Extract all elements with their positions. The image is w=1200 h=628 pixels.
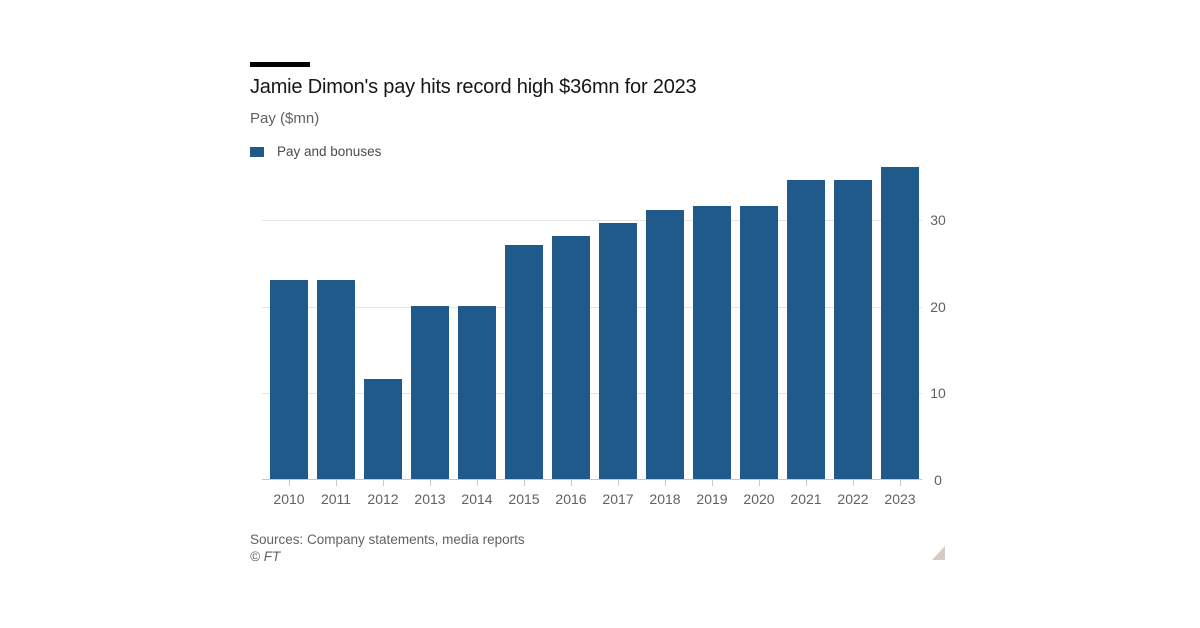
chart-subtitle: Pay ($mn) — [250, 110, 320, 127]
x-tick-2015 — [524, 480, 525, 486]
x-tick-2023 — [900, 480, 901, 486]
x-tick-2018 — [665, 480, 666, 486]
bar-2016 — [552, 236, 590, 479]
y-axis-label-0: 0 — [934, 472, 942, 488]
x-axis-label-2019: 2019 — [696, 491, 728, 507]
x-tick-2012 — [383, 480, 384, 486]
y-axis-label-30: 30 — [930, 211, 946, 228]
legend-label: Pay and bonuses — [277, 144, 382, 159]
bar-2012 — [364, 379, 402, 479]
x-axis-label-2021: 2021 — [790, 491, 822, 507]
gridline-30 — [262, 219, 922, 221]
x-axis-label-2020: 2020 — [743, 491, 775, 507]
x-tick-2013 — [430, 480, 431, 486]
bar-2014 — [458, 305, 496, 479]
gridline-20 — [262, 306, 922, 308]
ft-copyright: © FT — [250, 549, 281, 564]
x-axis-label-2022: 2022 — [837, 491, 869, 507]
bar-2021 — [787, 179, 825, 479]
x-axis-label-2018: 2018 — [649, 491, 681, 507]
bar-chart-plot: 0 10 20 30 2010 2011 2012 2013 2014 2015 2016 2017 2… — [262, 160, 946, 507]
title-rule — [250, 62, 310, 67]
x-tick-2019 — [712, 480, 713, 486]
x-tick-2011 — [336, 480, 337, 486]
x-axis-label-2012: 2012 — [367, 491, 399, 507]
x-tick-2016 — [571, 480, 572, 486]
bar-2017 — [599, 223, 637, 479]
x-axis-label-2015: 2015 — [508, 491, 540, 507]
x-tick-2017 — [618, 480, 619, 486]
bar-2018 — [646, 210, 684, 479]
bar-2019 — [693, 205, 731, 479]
bar-2015 — [505, 244, 543, 479]
y-axis-label-10: 10 — [930, 385, 946, 402]
x-tick-2010 — [289, 480, 290, 486]
x-axis-label-2011: 2011 — [320, 491, 352, 507]
x-tick-2020 — [759, 480, 760, 486]
x-axis-label-2013: 2013 — [414, 491, 446, 507]
x-axis-label-2017: 2017 — [602, 491, 634, 507]
x-tick-2021 — [806, 480, 807, 486]
x-tick-2022 — [853, 480, 854, 486]
x-axis-label-2023: 2023 — [884, 491, 916, 507]
bar-2023 — [881, 166, 919, 479]
bar-2011 — [317, 279, 355, 479]
bar-2013 — [411, 305, 449, 479]
x-tick-2014 — [477, 480, 478, 486]
bar-2020 — [740, 205, 778, 479]
x-axis-label-2016: 2016 — [555, 491, 587, 507]
resize-handle-icon — [932, 546, 945, 560]
x-axis-label-2014: 2014 — [461, 491, 493, 507]
bar-2010 — [270, 279, 308, 479]
legend-swatch — [250, 146, 264, 157]
y-axis-label-20: 20 — [930, 298, 946, 315]
legend: Pay and bonuses — [250, 144, 381, 159]
chart-title: Jamie Dimon's pay hits record high $36mn… — [250, 76, 697, 98]
bar-2022 — [834, 179, 872, 479]
x-axis-label-2010: 2010 — [273, 491, 305, 507]
gridline-10 — [262, 393, 922, 395]
source-note: Sources: Company statements, media repor… — [250, 532, 525, 547]
